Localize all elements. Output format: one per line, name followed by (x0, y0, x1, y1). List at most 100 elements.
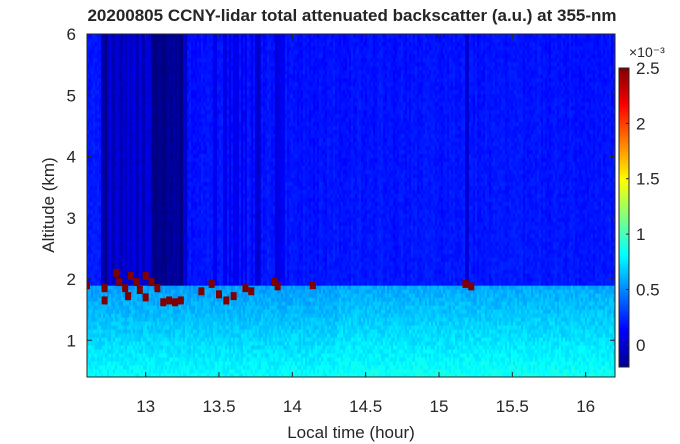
heatmap-cell (157, 245, 160, 250)
heatmap-cell (93, 57, 96, 63)
heatmap-cell (123, 185, 126, 190)
heatmap-cell (159, 361, 162, 366)
heatmap-cell (109, 109, 112, 115)
heatmap-cell (99, 101, 102, 107)
heatmap-cell (151, 57, 154, 63)
heatmap-cell (151, 81, 154, 87)
heatmap-cell (161, 109, 164, 115)
heatmap-cell (157, 77, 160, 83)
heatmap-cell (133, 181, 136, 186)
heatmap-cell (107, 85, 110, 91)
heatmap-cell (87, 193, 90, 198)
heatmap-cell (145, 177, 148, 182)
heatmap-cell (121, 41, 124, 47)
heatmap-cell (145, 57, 148, 63)
heatmap-cell (125, 357, 128, 362)
heatmap-cell (151, 337, 154, 342)
heatmap-cell (91, 113, 94, 119)
heatmap-cell (137, 97, 140, 103)
heatmap-cell (123, 277, 126, 282)
heatmap-cell (93, 357, 96, 362)
heatmap-cell (113, 201, 116, 206)
heatmap-cell (87, 309, 90, 314)
heatmap-cell (117, 245, 120, 250)
heatmap-cell (115, 333, 118, 338)
heatmap-cell (111, 221, 114, 226)
heatmap-cell (95, 85, 98, 91)
heatmap-cell (151, 61, 154, 67)
heatmap-cell (135, 285, 138, 290)
heatmap-cell (143, 125, 146, 131)
heatmap-cell (133, 289, 136, 294)
heatmap-cell (157, 213, 160, 218)
heatmap-cell (113, 181, 116, 186)
heatmap-cell (91, 245, 94, 250)
heatmap-cell (87, 113, 90, 119)
heatmap-cell (139, 73, 142, 79)
heatmap-cell (107, 281, 110, 286)
heatmap-cell (123, 209, 126, 214)
heatmap-cell (105, 185, 108, 190)
heatmap-cell (119, 125, 122, 131)
heatmap-cell (131, 233, 134, 238)
heatmap-cell (137, 293, 140, 298)
heatmap-cell (155, 309, 158, 314)
heatmap-cell (159, 149, 162, 155)
heatmap-cell (125, 345, 128, 350)
heatmap-cell (97, 369, 100, 374)
heatmap-cell (133, 205, 136, 210)
heatmap-cell (111, 41, 114, 47)
heatmap-cell (107, 181, 110, 186)
heatmap-cell (105, 225, 108, 230)
heatmap-cell (91, 353, 94, 358)
heatmap-cell (93, 285, 96, 290)
heatmap-cell (115, 141, 118, 147)
heatmap-cell (93, 237, 96, 242)
heatmap-cell (147, 133, 150, 139)
heatmap-cell (149, 305, 152, 310)
heatmap-cell (95, 349, 98, 354)
heatmap-cell (131, 189, 134, 194)
heatmap-cell (131, 309, 134, 314)
heatmap-cell (103, 93, 106, 99)
heatmap-cell (143, 357, 146, 362)
heatmap-cell (133, 69, 136, 75)
heatmap-cell (117, 157, 120, 163)
heatmap-cell (131, 265, 134, 270)
heatmap-cell (95, 169, 98, 174)
heatmap-cell (97, 301, 100, 306)
heatmap-cell (133, 93, 136, 99)
heatmap-cell (91, 49, 94, 55)
heatmap-cell (151, 93, 154, 99)
heatmap-cell (107, 89, 110, 95)
heatmap-cell (155, 193, 158, 198)
heatmap-cell (131, 41, 134, 47)
heatmap-cell (153, 233, 156, 238)
heatmap-cell (133, 105, 136, 111)
heatmap-cell (91, 177, 94, 182)
heatmap-cell (161, 57, 164, 63)
heatmap-cell (131, 369, 134, 374)
heatmap-cell (103, 277, 106, 282)
heatmap-cell (127, 201, 130, 206)
heatmap-cell (111, 361, 114, 366)
heatmap-cell (155, 241, 158, 246)
heatmap-cell (129, 317, 132, 322)
heatmap-cell (117, 297, 120, 302)
heatmap-cell (113, 265, 116, 270)
heatmap-cell (151, 149, 154, 155)
heatmap-cell (143, 229, 146, 234)
heatmap-cell (105, 293, 108, 298)
heatmap-cell (133, 185, 136, 190)
heatmap-cell (161, 177, 164, 182)
heatmap-cell (105, 257, 108, 262)
heatmap-cell (125, 341, 128, 346)
heatmap-cell (133, 209, 136, 214)
heatmap-cell (145, 93, 148, 99)
heatmap-cell (117, 121, 120, 127)
heatmap-cell (123, 257, 126, 262)
heatmap-cell (127, 241, 130, 246)
heatmap-cell (115, 137, 118, 143)
heatmap-cell (143, 309, 146, 314)
heatmap-cell (127, 209, 130, 214)
